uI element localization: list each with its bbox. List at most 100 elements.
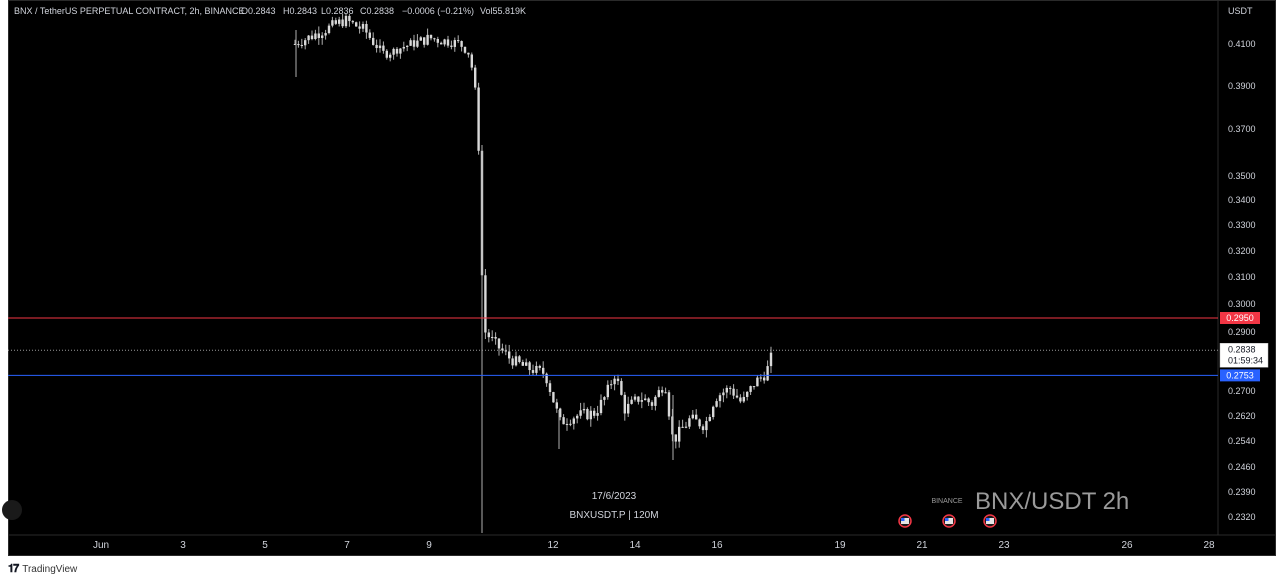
- price-tick: 0.2700: [1228, 386, 1256, 396]
- price-tick: 0.3500: [1228, 171, 1256, 181]
- header-close: C0.2838: [360, 6, 394, 16]
- candle-body: [613, 378, 616, 385]
- candle-body: [358, 26, 361, 29]
- candle-body: [310, 35, 314, 40]
- time-tick: 9: [426, 540, 432, 551]
- candle-body: [321, 35, 324, 38]
- candle-body: [752, 386, 756, 388]
- candle-body: [576, 415, 579, 419]
- candle-body: [698, 419, 701, 427]
- candle-body: [429, 34, 433, 39]
- event-flag-icon[interactable]: [942, 514, 956, 528]
- candle-body: [395, 48, 399, 54]
- candle-body: [603, 397, 606, 400]
- candle-body: [718, 395, 722, 402]
- candle-body: [535, 365, 538, 373]
- support-value: 0.2753: [1226, 370, 1254, 380]
- candle-body: [572, 418, 575, 424]
- scroll-handle[interactable]: [2, 500, 22, 520]
- candle-body: [630, 399, 633, 404]
- candle-body: [514, 356, 518, 366]
- candle-body: [616, 378, 620, 382]
- time-tick: 12: [547, 540, 559, 551]
- price-tick: 0.3200: [1228, 246, 1256, 256]
- time-tick: 16: [711, 540, 723, 551]
- price-tick: 0.2620: [1228, 411, 1256, 421]
- candle-body: [463, 46, 467, 53]
- time-tick: 14: [629, 540, 641, 551]
- header-low: L0.2836: [321, 6, 354, 16]
- candle-body: [497, 338, 501, 349]
- price-tick: 0.3000: [1228, 299, 1256, 309]
- event-flag-icon[interactable]: [983, 514, 997, 528]
- price-tick: 0.2540: [1228, 436, 1256, 446]
- candle-body: [511, 358, 514, 366]
- last-price-countdown: 01:59:34: [1228, 355, 1263, 365]
- candle-body: [327, 25, 331, 34]
- last-price-value: 0.2838: [1228, 344, 1256, 354]
- price-tick: 0.3900: [1228, 81, 1256, 91]
- price-tick: 0.2320: [1228, 512, 1256, 522]
- candle-body: [484, 275, 487, 333]
- candle-body: [406, 45, 409, 47]
- candle-body: [365, 23, 368, 33]
- time-tick: Jun: [93, 540, 109, 551]
- candle-body: [378, 45, 382, 49]
- price-tick: 0.2900: [1228, 327, 1256, 337]
- resistance-label: [1220, 312, 1260, 324]
- candle-body: [314, 33, 317, 40]
- candle-body: [368, 32, 371, 38]
- candle-body: [712, 406, 715, 418]
- candle-body: [518, 356, 521, 363]
- candle-body: [412, 40, 416, 47]
- candle-body: [331, 20, 334, 26]
- candle-body: [708, 417, 711, 422]
- candle-body: [538, 365, 541, 368]
- candle-body: [423, 37, 426, 45]
- candle-body: [732, 388, 735, 396]
- candle-body: [681, 426, 684, 428]
- candle-body: [324, 33, 327, 36]
- candle-body: [389, 54, 392, 58]
- candle-body: [508, 351, 511, 359]
- candle-body: [487, 332, 490, 338]
- candle-body: [450, 45, 453, 47]
- candle-body: [474, 67, 477, 88]
- price-tick: 0.4100: [1228, 39, 1256, 49]
- candle-body: [402, 46, 405, 49]
- candle-body: [678, 426, 681, 442]
- candle-body: [647, 398, 650, 403]
- resistance-value: 0.2950: [1226, 313, 1254, 323]
- candle-body: [555, 402, 558, 409]
- candle-body: [766, 366, 769, 381]
- candle-body: [739, 397, 742, 402]
- time-tick: 7: [344, 540, 350, 551]
- candle-body: [756, 377, 759, 387]
- candle-body: [701, 426, 705, 431]
- candle-body: [470, 54, 473, 68]
- candle-body: [725, 387, 728, 393]
- footer-brand: 𝟏𝟕 TradingView: [8, 561, 77, 577]
- candle-body: [545, 373, 548, 384]
- candle-body: [582, 409, 586, 411]
- candle-body: [735, 395, 739, 398]
- candle-body: [569, 423, 572, 425]
- candle-body: [528, 362, 531, 371]
- candle-body: [565, 423, 569, 425]
- candle-body: [385, 50, 388, 58]
- candle-body: [348, 15, 351, 22]
- candle-body: [593, 410, 596, 416]
- candle-body: [467, 52, 470, 55]
- header-symbol: BNX / TetherUS PERPETUAL CONTRACT, 2h, B…: [14, 6, 245, 16]
- candle-body: [596, 413, 599, 416]
- candle-body: [293, 44, 297, 45]
- candle-body: [759, 377, 762, 379]
- header-change: −0.0006 (−0.21%): [402, 6, 474, 16]
- last-price-label: [1219, 343, 1269, 368]
- candle-body: [763, 377, 766, 381]
- time-ticks: Jun 3 5 7 9 12 14 16 19 21 23 26 28: [93, 540, 1215, 551]
- candle-body: [667, 392, 671, 417]
- candle-body: [661, 390, 664, 393]
- event-flag-icon[interactable]: [898, 514, 912, 528]
